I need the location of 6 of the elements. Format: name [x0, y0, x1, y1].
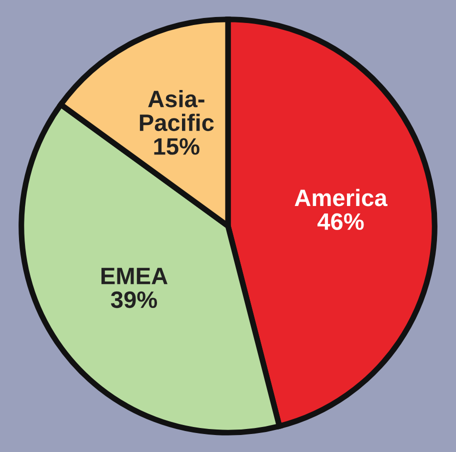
data-label: 46%: [317, 213, 364, 230]
data-label: 15%: [154, 138, 200, 155]
slice-label: Asia- Pacific: [140, 90, 214, 132]
slice-label: America: [294, 188, 388, 206]
slice-label: EMEA: [101, 268, 168, 284]
data-label: 39%: [110, 291, 158, 308]
